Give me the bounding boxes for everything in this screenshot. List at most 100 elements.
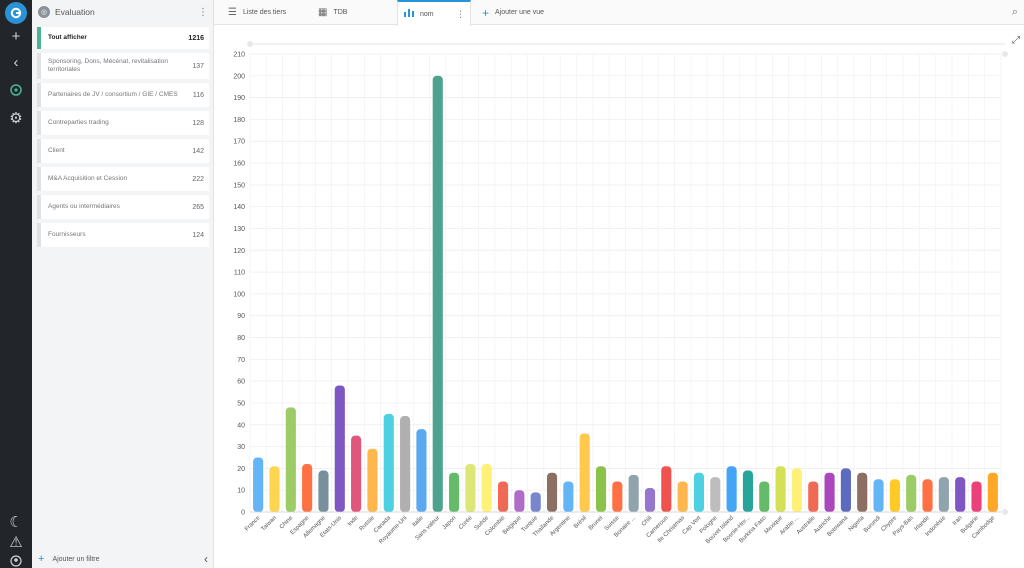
category-count: 116 (192, 91, 204, 99)
user-avatar-icon[interactable] (0, 549, 32, 568)
y-tick-label: 30 (237, 444, 245, 451)
y-tick-label: 150 (233, 182, 245, 189)
evaluation-icon: ◎ (38, 6, 50, 18)
tab-tdb[interactable]: ▦ TDB (318, 0, 378, 25)
bar (546, 472, 558, 512)
category-item-partenaires[interactable]: Partenaires de JV / consortium / GIE / C… (37, 83, 209, 107)
plus-icon[interactable]: + (11, 27, 21, 45)
x-tick-label: Cap Vert (682, 515, 703, 536)
bar-chart: 0 10 20 30 40 50 60 70 80 90 100 110 120 130 140 150 160… (233, 41, 1008, 545)
bar (514, 490, 525, 512)
bar (481, 464, 492, 512)
bar (677, 481, 688, 512)
category-count: 128 (192, 119, 204, 127)
resize-handle (1002, 509, 1008, 515)
bar (465, 464, 476, 512)
y-tick-label: 100 (233, 291, 245, 298)
x-tick-label: Japon (442, 515, 458, 531)
bar (644, 488, 656, 512)
dashboard-gauge-icon[interactable] (0, 78, 32, 102)
y-tick-label: 200 (233, 73, 245, 80)
category-item-fournisseurs[interactable]: Fournisseurs 124 (37, 223, 209, 247)
chart-panel: 0 10 20 30 40 50 60 70 80 90 100 110 120 130 140 150 160… (214, 26, 1024, 568)
category-label: Sponsoring, Dons, Mécénat, revitalisatio… (48, 58, 168, 73)
y-tick-label: 70 (237, 357, 245, 364)
tab-liste-des-tiers[interactable]: ☰ Liste des tiers (228, 0, 308, 25)
category-label: M&A Acquisition et Cession (48, 175, 128, 182)
bar (400, 416, 411, 512)
bar (269, 466, 280, 512)
gear-icon[interactable]: ⚙ (9, 109, 23, 127)
category-label: Client (48, 147, 65, 154)
bar (285, 407, 296, 512)
add-view-button[interactable]: + Ajouter une vue (482, 0, 562, 25)
category-item-sponsoring[interactable]: Sponsoring, Dons, Mécénat, revitalisatio… (37, 53, 209, 79)
y-tick-label: 20 (237, 466, 245, 473)
x-tick-label: Chili (641, 515, 653, 527)
tab-more-options-icon[interactable]: ⋮ (456, 8, 465, 19)
tab-bar: ☰ Liste des tiers ▦ TDB nom ⋮ + Ajouter … (214, 0, 1024, 26)
category-count: 137 (192, 62, 204, 70)
category-count: 222 (192, 175, 204, 183)
bar (595, 466, 607, 512)
bar (808, 481, 819, 512)
bar (824, 472, 835, 512)
bar (889, 479, 900, 512)
bar (661, 466, 672, 512)
bar (791, 468, 802, 512)
bar (742, 470, 754, 512)
tab-nom[interactable]: nom ⋮ (397, 0, 471, 26)
bar (432, 75, 443, 513)
bar (775, 466, 786, 512)
bar (351, 435, 362, 512)
warning-icon[interactable]: ⚠ (9, 533, 23, 551)
y-tick-label: 40 (237, 422, 245, 429)
bar (449, 472, 460, 512)
list-icon: ☰ (228, 7, 237, 18)
add-filter-plus-icon[interactable]: + (38, 553, 45, 565)
chevron-left-icon[interactable]: ‹ (13, 53, 19, 71)
x-tick-label: Inde (347, 515, 360, 528)
y-tick-label: 0 (241, 510, 245, 517)
bar (938, 477, 949, 512)
x-tick-label: France (244, 515, 262, 533)
bar (726, 466, 737, 512)
tab-label: nom (420, 10, 434, 18)
bar (971, 481, 982, 512)
category-item-ma[interactable]: M&A Acquisition et Cession 222 (37, 167, 209, 191)
y-tick-label: 90 (237, 313, 245, 320)
category-item-client[interactable]: Client 142 (37, 139, 209, 163)
sidebar-header: ◎ Evaluation ⋮ (32, 0, 214, 24)
category-item-contreparties[interactable]: Contreparties trading 128 (37, 111, 209, 135)
more-options-icon[interactable]: ⋮ (198, 6, 208, 18)
y-tick-label: 110 (234, 270, 245, 277)
app-logo-icon[interactable] (5, 2, 27, 24)
category-count: 124 (192, 231, 204, 239)
x-tick-label: Iran (952, 515, 964, 527)
y-tick-label: 210 (233, 52, 245, 59)
dark-mode-moon-icon[interactable]: ☾ (9, 513, 23, 531)
add-filter-button[interactable]: Ajouter un filtre (52, 555, 100, 563)
expand-icon[interactable]: ⤢ (1012, 35, 1020, 46)
y-tick-label: 130 (233, 226, 245, 233)
y-tick-label: 140 (233, 204, 245, 211)
x-tick-label: Brunei (588, 515, 605, 532)
y-tick-label: 60 (237, 379, 245, 386)
collapse-sidebar-icon[interactable]: ‹ (204, 552, 208, 566)
category-item-tout-afficher[interactable]: Tout afficher 1216 (37, 27, 209, 49)
bar (318, 470, 329, 512)
bar (563, 481, 574, 512)
bar (302, 464, 313, 512)
bar (873, 479, 884, 512)
bar (579, 433, 590, 512)
category-item-agents[interactable]: Agents ou intermédiaires 265 (37, 195, 209, 219)
bar (857, 472, 868, 512)
category-count: 265 (192, 203, 204, 211)
tab-label: TDB (333, 9, 348, 16)
bar (693, 472, 705, 512)
bar (497, 481, 509, 512)
search-icon[interactable]: ⌕ (1011, 6, 1018, 18)
category-count: 1216 (188, 34, 204, 42)
bar (367, 448, 378, 512)
